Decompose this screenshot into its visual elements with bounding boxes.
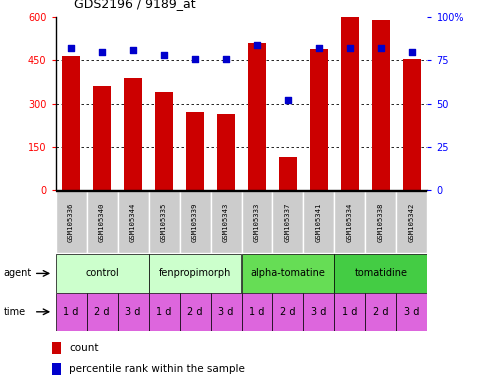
Point xyxy=(284,97,292,103)
Bar xyxy=(117,191,149,253)
Point xyxy=(346,45,354,51)
Text: 3 d: 3 d xyxy=(218,307,234,317)
Text: GSM105343: GSM105343 xyxy=(223,202,229,242)
Text: GSM105335: GSM105335 xyxy=(161,202,167,242)
Bar xyxy=(211,191,242,253)
Bar xyxy=(211,293,242,331)
Text: control: control xyxy=(85,268,119,278)
Bar xyxy=(124,78,142,190)
Bar xyxy=(186,113,204,190)
Bar xyxy=(272,293,303,331)
Bar xyxy=(242,191,272,253)
Text: agent: agent xyxy=(4,268,32,278)
Bar xyxy=(56,191,86,253)
Bar xyxy=(334,191,366,253)
Bar xyxy=(366,191,397,253)
Bar xyxy=(397,191,427,253)
Text: GSM105333: GSM105333 xyxy=(254,202,260,242)
Text: 2 d: 2 d xyxy=(280,307,296,317)
Text: 3 d: 3 d xyxy=(126,307,141,317)
Bar xyxy=(52,342,61,354)
Bar xyxy=(86,191,117,253)
Bar xyxy=(341,17,359,190)
Bar xyxy=(86,293,117,331)
Bar xyxy=(149,254,242,293)
Bar xyxy=(217,114,235,190)
Bar xyxy=(279,157,297,190)
Bar xyxy=(56,293,86,331)
Text: 1 d: 1 d xyxy=(249,307,265,317)
Text: GSM105342: GSM105342 xyxy=(409,202,415,242)
Point xyxy=(408,49,416,55)
Text: 1 d: 1 d xyxy=(156,307,171,317)
Text: 1 d: 1 d xyxy=(63,307,79,317)
Text: fenpropimorph: fenpropimorph xyxy=(159,268,231,278)
Bar xyxy=(310,49,328,190)
Point xyxy=(377,45,385,51)
Point xyxy=(222,56,230,62)
Point xyxy=(191,56,199,62)
Bar xyxy=(248,43,266,190)
Text: tomatidine: tomatidine xyxy=(355,268,408,278)
Text: GSM105336: GSM105336 xyxy=(68,202,74,242)
Text: time: time xyxy=(4,307,26,317)
Bar xyxy=(56,254,149,293)
Point xyxy=(67,45,75,51)
Bar xyxy=(334,254,427,293)
Point xyxy=(98,49,106,55)
Bar xyxy=(366,293,397,331)
Text: 2 d: 2 d xyxy=(373,307,389,317)
Point xyxy=(129,47,137,53)
Bar xyxy=(155,92,173,190)
Text: count: count xyxy=(69,343,99,353)
Bar xyxy=(117,293,149,331)
Bar xyxy=(397,293,427,331)
Text: GSM105344: GSM105344 xyxy=(130,202,136,242)
Text: GSM105339: GSM105339 xyxy=(192,202,198,242)
Text: GSM105337: GSM105337 xyxy=(285,202,291,242)
Text: 3 d: 3 d xyxy=(312,307,327,317)
Bar xyxy=(303,293,334,331)
Point xyxy=(160,52,168,58)
Bar xyxy=(303,191,334,253)
Bar xyxy=(93,86,112,190)
Bar xyxy=(272,191,303,253)
Bar xyxy=(52,363,61,375)
Bar xyxy=(242,293,272,331)
Text: alpha-tomatine: alpha-tomatine xyxy=(251,268,326,278)
Text: 2 d: 2 d xyxy=(94,307,110,317)
Bar xyxy=(149,293,180,331)
Text: GSM105340: GSM105340 xyxy=(99,202,105,242)
Text: GSM105338: GSM105338 xyxy=(378,202,384,242)
Bar xyxy=(180,191,211,253)
Bar xyxy=(403,59,421,190)
Text: GDS2196 / 9189_at: GDS2196 / 9189_at xyxy=(74,0,196,10)
Text: 3 d: 3 d xyxy=(404,307,420,317)
Bar xyxy=(334,293,366,331)
Bar xyxy=(180,293,211,331)
Text: 2 d: 2 d xyxy=(187,307,203,317)
Bar xyxy=(149,191,180,253)
Bar xyxy=(62,56,80,190)
Bar xyxy=(242,254,334,293)
Text: GSM105334: GSM105334 xyxy=(347,202,353,242)
Bar xyxy=(372,20,390,190)
Point xyxy=(253,42,261,48)
Text: GSM105341: GSM105341 xyxy=(316,202,322,242)
Point xyxy=(315,45,323,51)
Text: 1 d: 1 d xyxy=(342,307,357,317)
Text: percentile rank within the sample: percentile rank within the sample xyxy=(69,364,245,374)
